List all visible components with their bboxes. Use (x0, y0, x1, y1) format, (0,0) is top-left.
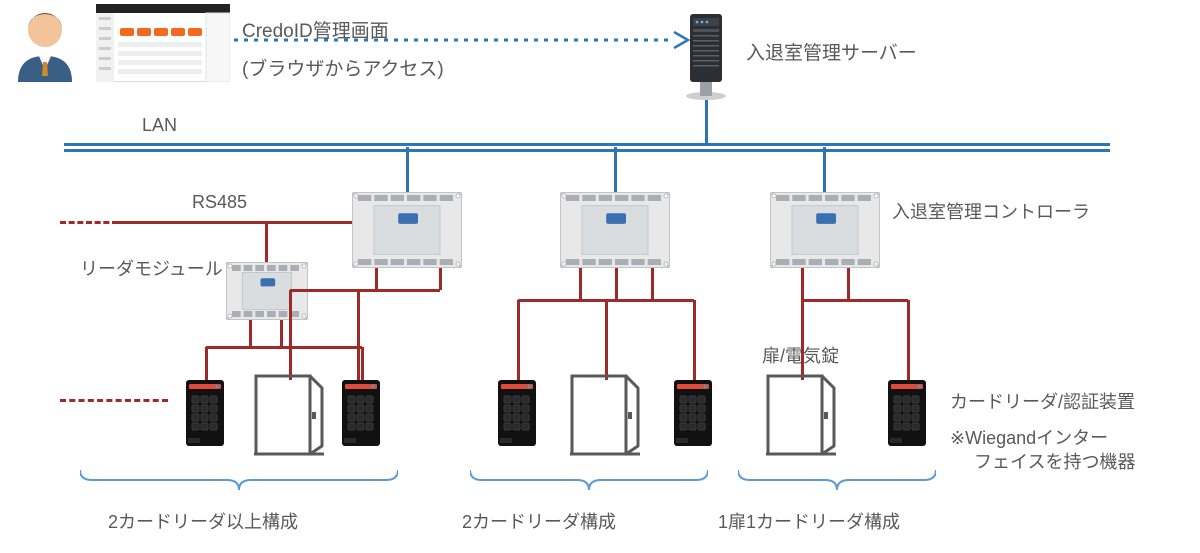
rs485-h (358, 289, 440, 292)
label-wiegand1: ※Wiegandインター (950, 424, 1108, 450)
door-d2 (570, 374, 640, 456)
lan-drop-3 (823, 147, 826, 192)
label-subtitle: (ブラウザからアクセス) (242, 54, 444, 81)
c3-v-1 (907, 300, 910, 380)
label-rs485Label: RS485 (192, 192, 247, 213)
card-reader-r4 (674, 380, 712, 446)
c2-drop-2 (651, 268, 654, 300)
c1-mv-0 (205, 347, 208, 380)
label-caption3: 1扉1カードリーダ構成 (718, 508, 900, 534)
rs485-v (289, 290, 292, 380)
card-reader-r1 (186, 380, 224, 446)
person-icon (18, 8, 72, 82)
c1-left-dash (60, 399, 168, 402)
dashed-arrow (234, 28, 690, 52)
label-readerModule: リーダモジュール (80, 255, 223, 281)
admin-screenshot (96, 4, 230, 82)
c1-mod-drop-0 (249, 320, 252, 347)
c1-ctrl-drop-1 (439, 268, 442, 290)
brace-b3 (738, 470, 936, 498)
brace-b1 (80, 470, 398, 498)
c3-drop-0 (801, 268, 804, 300)
c2-drop-1 (615, 268, 618, 300)
label-readerLabel: カードリーダ/認証装置 (950, 388, 1135, 414)
c3-drop-1 (847, 268, 850, 300)
door-d1 (254, 374, 324, 456)
c3-v-0 (801, 300, 804, 380)
rs485-h (802, 299, 908, 302)
card-reader-r5 (888, 380, 926, 446)
card-reader-r3 (498, 380, 536, 446)
c2-v-1 (605, 300, 608, 380)
label-ctrlLabel: 入退室管理コントローラ (892, 198, 1090, 224)
c2-v-2 (693, 300, 696, 380)
ctrl-1 (352, 192, 462, 268)
ctrl-3 (770, 192, 880, 268)
rs485-module-drop (265, 222, 268, 262)
c2-drop-0 (579, 268, 582, 300)
c2-v-0 (517, 300, 520, 380)
rs485-h (206, 346, 362, 349)
label-serverLabel: 入退室管理サーバー (746, 38, 917, 65)
rs485-v (357, 290, 360, 380)
door-d3 (766, 374, 836, 456)
lan-bus (64, 143, 1110, 152)
brace-b2 (470, 470, 708, 498)
lan-drop-1 (406, 147, 409, 192)
rs485-bus (118, 221, 352, 224)
label-lanLabel: LAN (142, 115, 177, 136)
label-caption2: 2カードリーダ構成 (462, 508, 616, 534)
c1-mv-1 (361, 347, 364, 380)
rs485-bus-dash (60, 221, 118, 224)
c1-ctrl-drop-0 (375, 268, 378, 290)
card-reader-r2 (342, 380, 380, 446)
c1-mod-drop-1 (280, 320, 283, 347)
label-caption1: 2カードリーダ以上構成 (108, 508, 298, 534)
lan-drop-2 (614, 147, 617, 192)
ctrl-2 (560, 192, 670, 268)
lan-drop-0 (705, 99, 708, 144)
label-wiegand2: フェイスを持つ機器 (974, 448, 1135, 474)
server-icon (684, 14, 728, 100)
